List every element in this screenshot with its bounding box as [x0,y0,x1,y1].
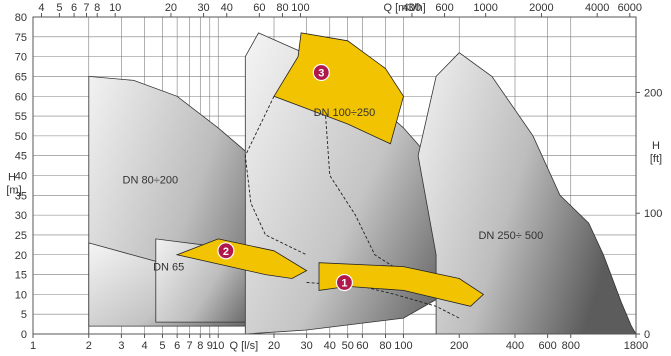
region-label: DN 80÷200 [123,174,179,186]
x-top-tick-label: 100 [291,2,309,14]
y-right-axis-unit: [ft] [650,153,662,165]
badge-2 [217,242,235,260]
x-tick-label: 5 [159,340,165,352]
highlight-area-1 [318,262,485,307]
region-label: DN 100÷250 [314,107,376,119]
x-tick-label: 40 [324,340,336,352]
plot-frame [32,16,637,335]
region-dn-250-500 [417,52,637,335]
x-top-tick-label: 20 [165,2,177,14]
x-top-tick-label: 30 [197,2,209,14]
x-tick-label: 9 [207,340,213,352]
y-tick-label: 80 [15,12,27,24]
y-right-tick-label: 200 [644,87,662,99]
x-tick-label: 1800 [624,340,648,352]
x-top-tick-label: 8 [94,2,100,14]
y-tick-label: 45 [15,151,27,163]
highlights: 1 2 3 [175,32,485,307]
x-top-tick-label: 60 [253,2,265,14]
x-tick-label: 200 [450,340,468,352]
y-tick-label: 20 [15,250,27,262]
x-top-tick-label: 5 [56,2,62,14]
x-top-tick-label: 6000 [618,2,642,14]
y-tick-label: 10 [15,289,27,301]
x-top-tick-label: 4000 [585,2,609,14]
x-top-tick-label: 400 [403,2,421,14]
y-tick-label: 75 [15,32,27,44]
dashed-curve [325,116,425,287]
badge-number: 2 [223,246,229,258]
highlight-area-3 [273,32,404,145]
x-tick-label: 4 [141,340,147,352]
x-top-tick-label: 6 [71,2,77,14]
y-axis-unit: [m] [6,185,21,197]
x-tick-label: 7 [186,340,192,352]
x-top-tick-label: 80 [276,2,288,14]
y-right-axis-title: H [652,140,660,152]
y-tick-label: 30 [15,210,27,222]
x-tick-label: 80 [379,340,391,352]
x-top-tick-label: 1000 [473,2,497,14]
x-top-tick-label: 7 [83,2,89,14]
y-tick-label: 55 [15,111,27,123]
badge-3 [312,63,330,82]
x-tick-label: 2 [86,340,92,352]
region-label: DN 65 [153,262,184,274]
x-tick-label: 800 [562,340,580,352]
x-top-tick-label: 600 [435,2,453,14]
x-tick-label: 20 [268,340,280,352]
x-top-axis-title: Q [m3/h] [383,2,425,14]
y-tick-label: 35 [15,190,27,202]
x-tick-label: 400 [506,340,524,352]
y-tick-label: 40 [15,171,27,183]
x-tick-label: 8 [197,340,203,352]
x-tick-label: 10 [212,340,224,352]
x-tick-label: 50 [342,340,354,352]
x-tick-label: 600 [538,340,556,352]
x-axis-title: Q [l/s] [229,340,258,352]
x-tick-label: 30 [300,340,312,352]
y-tick-label: 5 [21,309,27,321]
y-right-tick-label: 0 [644,329,650,341]
y-tick-label: 65 [15,71,27,83]
x-top-tick-label: 4 [38,2,44,14]
x-tick-label: 1 [30,340,36,352]
y-tick-label: 15 [15,270,27,282]
badge-number: 1 [341,277,347,289]
y-tick-label: 60 [15,91,27,103]
x-top-tick-label: 2000 [529,2,553,14]
y-tick-label: 50 [15,131,27,143]
x-tick-label: 6 [174,340,180,352]
x-top-tick-label: 40 [221,2,233,14]
badge-number: 3 [318,67,324,79]
highlight-area-2 [175,238,308,279]
x-top-tick-label: 10 [109,2,121,14]
y-tick-label: 0 [21,329,27,341]
badge-1 [335,273,354,292]
y-tick-label: 25 [15,230,27,242]
y-tick-label: 70 [15,52,27,64]
y-right-tick-label: 100 [644,208,662,220]
x-tick-label: 60 [356,340,368,352]
region-label: DN 250÷ 500 [478,230,543,242]
x-tick-label: 100 [394,340,412,352]
y-axis-title: H [8,172,16,184]
x-tick-label: 3 [118,340,124,352]
